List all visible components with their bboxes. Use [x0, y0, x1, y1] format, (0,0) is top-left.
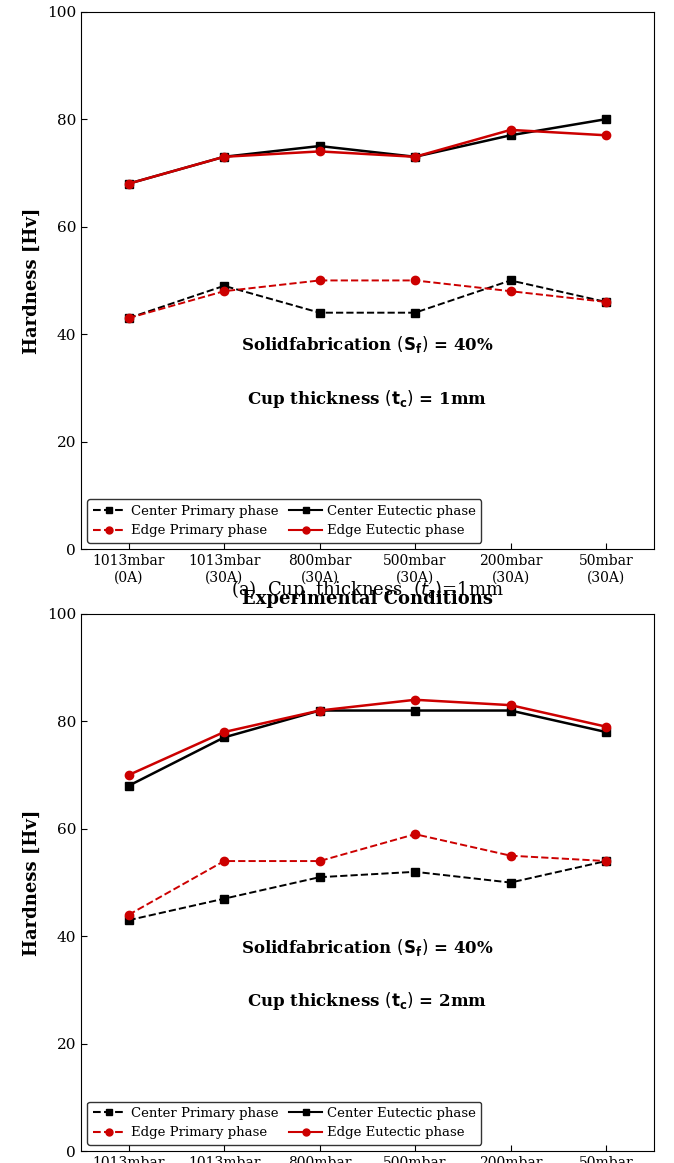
Text: Cup thickness $(\mathbf{t_c})$ = 2mm: Cup thickness $(\mathbf{t_c})$ = 2mm	[247, 990, 487, 1012]
X-axis label: Experimental Conditions: Experimental Conditions	[242, 590, 493, 608]
Text: (a)  Cup  thickness  $(t_c)$=1mm: (a) Cup thickness $(t_c)$=1mm	[231, 578, 504, 601]
Legend: Center Primary phase, Edge Primary phase, Center Eutectic phase, Edge Eutectic p: Center Primary phase, Edge Primary phase…	[88, 499, 481, 543]
Text: Solidfabrication $(\mathbf{S_f})$ = 40%: Solidfabrication $(\mathbf{S_f})$ = 40%	[241, 936, 493, 957]
Text: Solidfabrication $(\mathbf{S_f})$ = 40%: Solidfabrication $(\mathbf{S_f})$ = 40%	[241, 335, 493, 356]
Text: Cup thickness $(\mathbf{t_c})$ = 1mm: Cup thickness $(\mathbf{t_c})$ = 1mm	[247, 387, 487, 409]
Y-axis label: Hardness [Hv]: Hardness [Hv]	[23, 809, 41, 956]
Legend: Center Primary phase, Edge Primary phase, Center Eutectic phase, Edge Eutectic p: Center Primary phase, Edge Primary phase…	[88, 1101, 481, 1144]
Y-axis label: Hardness [Hv]: Hardness [Hv]	[23, 207, 41, 354]
